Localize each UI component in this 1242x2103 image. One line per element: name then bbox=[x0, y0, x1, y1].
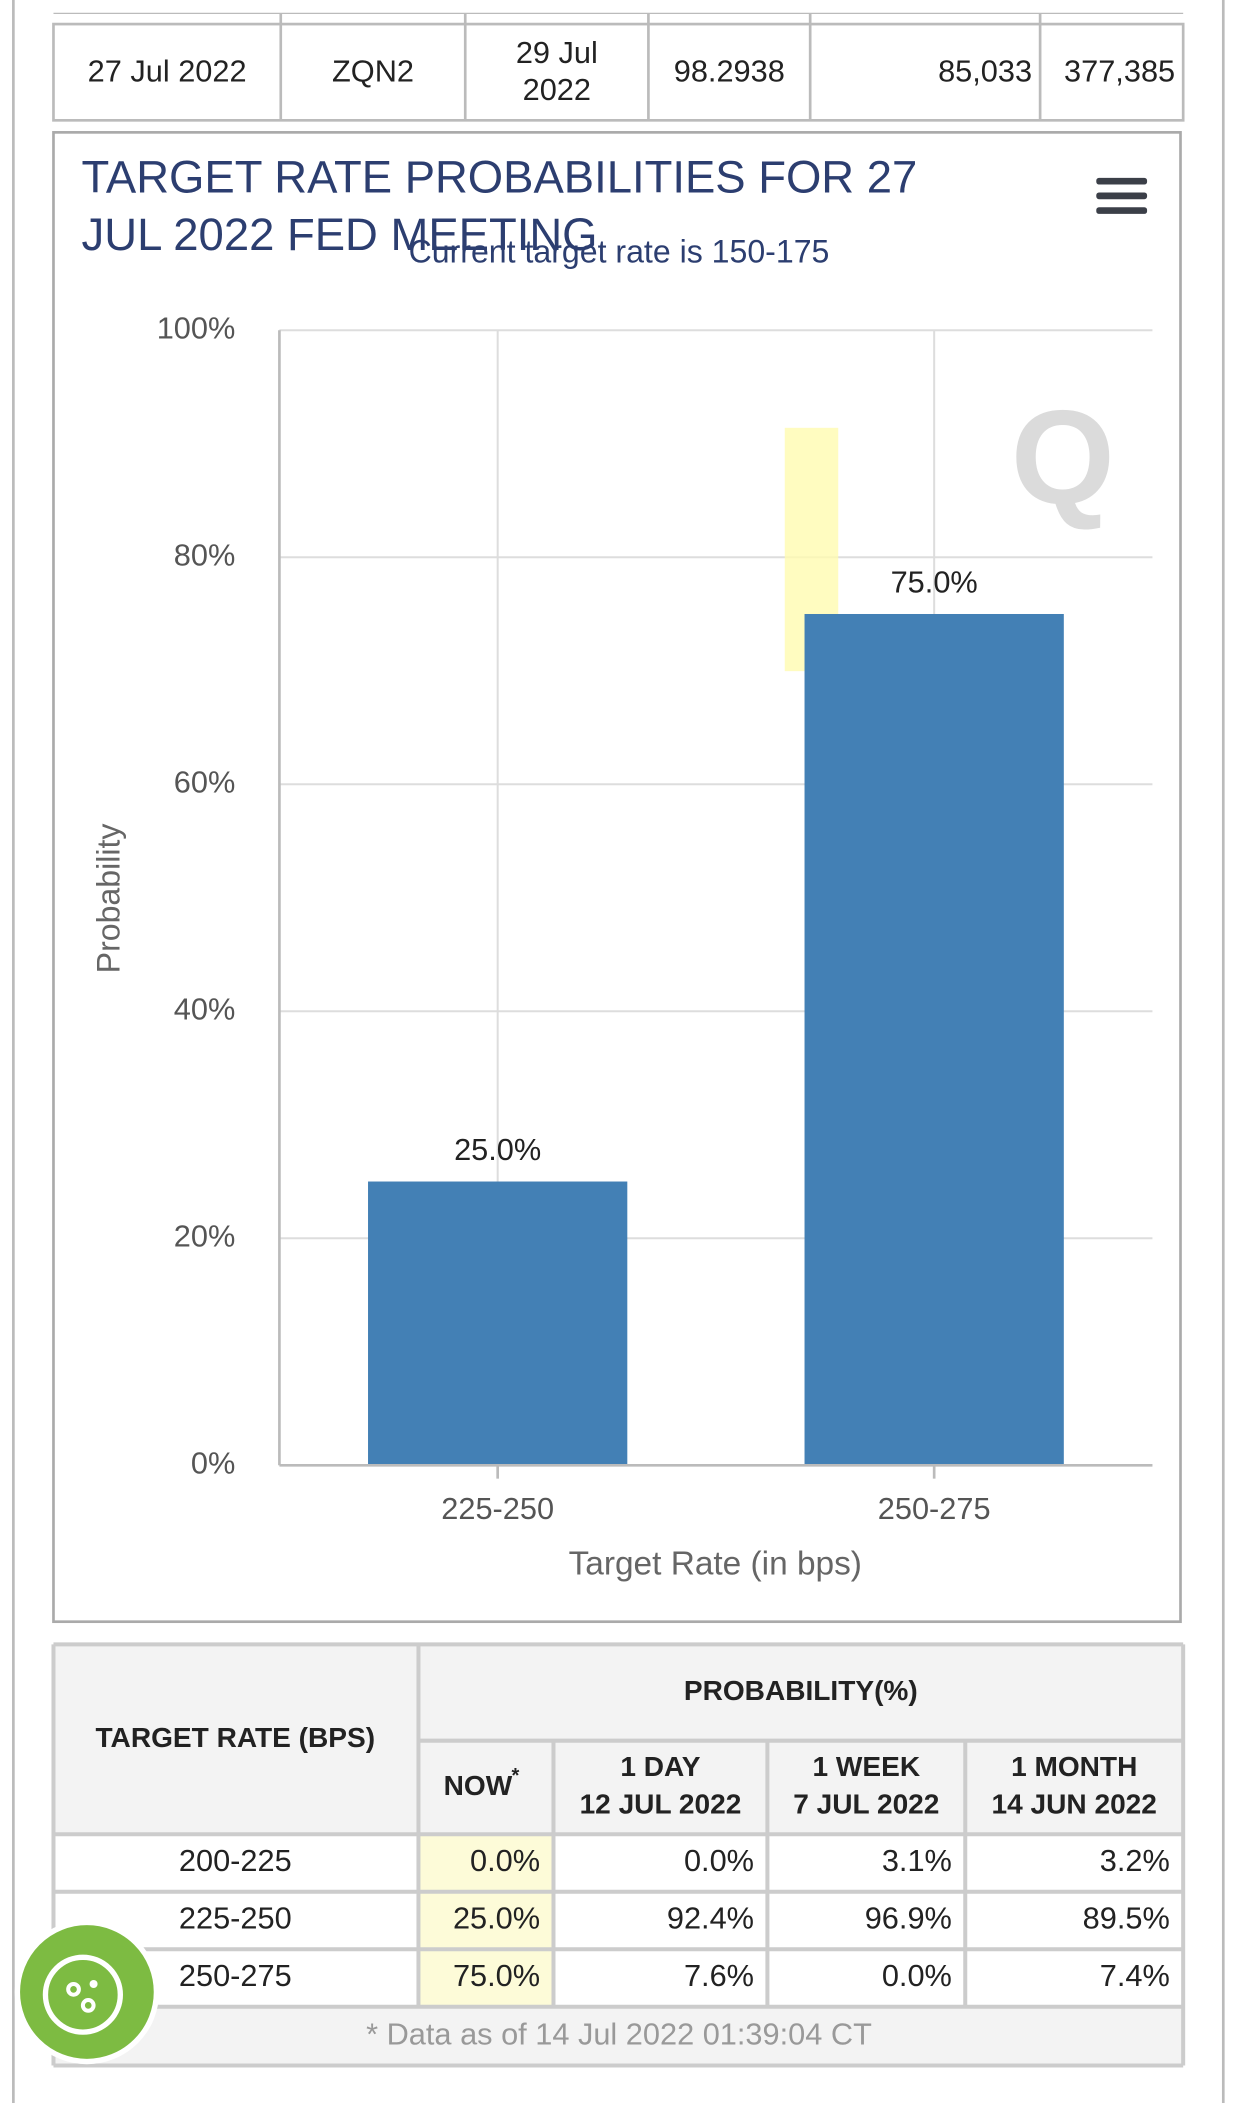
cookie-button[interactable] bbox=[14, 1919, 160, 2065]
column-date: 12 JUL 2022 bbox=[580, 1789, 742, 1820]
probability-cell: 3.2% bbox=[1100, 1843, 1170, 1878]
probability-cell: 0.0% bbox=[470, 1843, 540, 1878]
table-header: PROBABILITY(%) bbox=[684, 1675, 918, 1706]
table-border bbox=[52, 22, 1185, 122]
data-label: 75.0% bbox=[891, 565, 978, 600]
probability-table: TARGET RATE (BPS) PROBABILITY(%) NOW * 1 DAY… bbox=[51, 1642, 1186, 2068]
menu-icon[interactable] bbox=[1096, 177, 1148, 214]
y-tick-label: 0% bbox=[191, 1445, 235, 1480]
cell-text: 85,033 bbox=[938, 54, 1032, 89]
probability-cell: 0.0% bbox=[684, 1843, 754, 1878]
y-tick-label: 80% bbox=[174, 537, 236, 572]
cell-text: 377,385 bbox=[1064, 54, 1175, 89]
probability-cell: 25.0% bbox=[453, 1901, 540, 1936]
probability-cell: 96.9% bbox=[865, 1901, 952, 1936]
y-tick-label: 60% bbox=[174, 764, 236, 799]
table-header: TARGET RATE (BPS) bbox=[96, 1722, 376, 1753]
now-bg bbox=[418, 1834, 554, 2007]
x-axis-title: Target Rate (in bps) bbox=[569, 1545, 862, 1582]
probability-cell: 92.4% bbox=[667, 1901, 754, 1936]
column-header: 1 WEEK bbox=[813, 1751, 921, 1782]
cell-text: ZQN2 bbox=[332, 54, 414, 89]
probability-cell: 0.0% bbox=[882, 1958, 952, 1993]
bar bbox=[368, 1181, 628, 1466]
cell-text: 29 Jul 2022 bbox=[516, 35, 598, 107]
y-tick-label: 100% bbox=[157, 310, 236, 345]
chart-subtitle: Current target rate is 150-175 bbox=[409, 233, 830, 269]
plot: 0% 20% 40% 60% 80% 100% Q 25.0% 225-250 75.0% 250-… bbox=[157, 310, 1153, 1526]
column-header: 1 DAY bbox=[620, 1751, 700, 1782]
rate-cell: 200-225 bbox=[179, 1843, 292, 1878]
cell-text: 98.2938 bbox=[674, 54, 785, 89]
column-header: NOW bbox=[444, 1770, 513, 1801]
x-tick-label: 225-250 bbox=[441, 1491, 554, 1526]
foot-bg bbox=[53, 2006, 1184, 2066]
probability-cell: 75.0% bbox=[453, 1958, 540, 1993]
column-date: 7 JUL 2022 bbox=[793, 1789, 939, 1820]
frame bbox=[12, 0, 1225, 2103]
bar bbox=[804, 613, 1064, 1466]
y-tick-label: 40% bbox=[174, 991, 236, 1026]
probability-cell: 7.4% bbox=[1100, 1958, 1170, 1993]
x-tick-label: 250-275 bbox=[878, 1491, 991, 1526]
footnote: * Data as of 14 Jul 2022 01:39:04 CT bbox=[366, 2016, 872, 2051]
probability-cell: 89.5% bbox=[1083, 1901, 1170, 1936]
probability-cell: 7.6% bbox=[684, 1958, 754, 1993]
column-date: 14 JUN 2022 bbox=[992, 1789, 1157, 1820]
probability-cell: 3.1% bbox=[882, 1843, 952, 1878]
cell-text: 27 Jul 2022 bbox=[88, 54, 247, 89]
y-axis-title: Probability bbox=[90, 824, 126, 974]
column-header: 1 MONTH bbox=[1011, 1751, 1137, 1782]
column-note: * bbox=[511, 1765, 519, 1787]
svg-text:Q: Q bbox=[1011, 383, 1115, 532]
y-tick-label: 20% bbox=[174, 1218, 236, 1253]
chart-title: TARGET RATE PROBABILITIES FOR 27 JUL 2022… bbox=[82, 151, 918, 259]
rate-cell: 225-250 bbox=[179, 1901, 292, 1936]
top-table: 27 Jul 2022 ZQN2 29 Jul 2022 98.2938 85,033 37… bbox=[52, 13, 1185, 122]
rate-cell: 250-275 bbox=[179, 1958, 292, 1993]
data-label: 25.0% bbox=[454, 1132, 541, 1167]
